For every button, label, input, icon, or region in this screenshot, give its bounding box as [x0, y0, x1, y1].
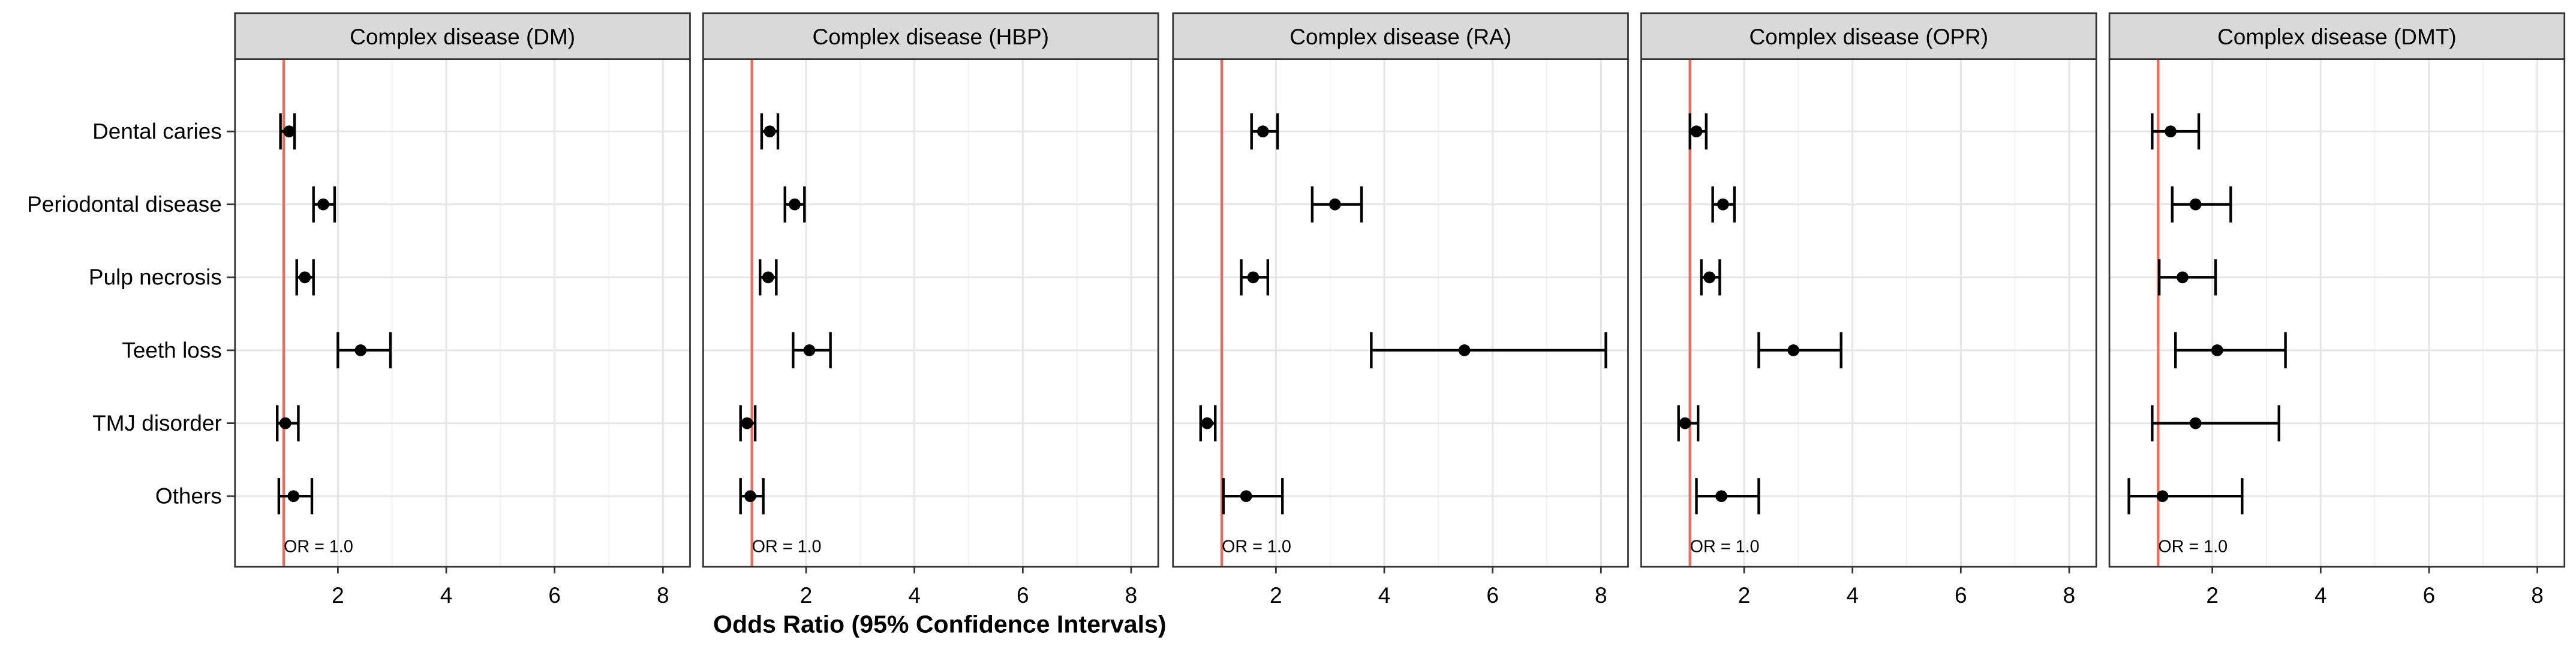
y-tick-label: Others [155, 484, 222, 509]
x-tick-label: 8 [657, 583, 669, 608]
x-tick-label: 2 [332, 583, 344, 608]
point [762, 271, 774, 284]
point [1690, 125, 1703, 137]
point [299, 271, 311, 284]
strip [234, 12, 691, 60]
x-tick-label: 4 [2315, 583, 2327, 608]
y-tick-label: Teeth loss [122, 338, 221, 362]
strip-title: Complex disease (HBP) [813, 25, 1049, 49]
point [1240, 490, 1252, 503]
point [789, 198, 801, 211]
reference-label: OR = 1.0 [2158, 537, 2228, 556]
point [803, 344, 816, 356]
reference-label: OR = 1.0 [284, 537, 353, 556]
y-tick-label: Dental caries [92, 119, 222, 143]
point [744, 490, 756, 503]
x-tick-label: 4 [440, 583, 453, 608]
panel-background [2109, 59, 2565, 567]
y-tick-label: Pulp necrosis [89, 265, 222, 290]
strip [1172, 12, 1629, 60]
x-tick-label: 6 [1017, 583, 1029, 608]
point [764, 125, 776, 137]
strip-title: Complex disease (RA) [1289, 25, 1511, 49]
panel-background [1173, 59, 1628, 567]
x-tick-label: 6 [2423, 583, 2436, 608]
reference-label: OR = 1.0 [1222, 537, 1291, 556]
y-tick-label: TMJ disorder [92, 411, 222, 435]
point [1703, 271, 1716, 284]
point [279, 417, 291, 429]
point [2177, 271, 2189, 284]
x-tick-label: 8 [2063, 583, 2076, 608]
strip-title: Complex disease (OPR) [1749, 25, 1988, 49]
point [2189, 198, 2202, 211]
x-tick-label: 8 [2531, 583, 2544, 608]
strip [1640, 12, 2097, 60]
reference-label: OR = 1.0 [1690, 537, 1760, 556]
point [1679, 417, 1691, 429]
point [1328, 198, 1341, 211]
point [2165, 125, 2177, 137]
point [2189, 417, 2202, 429]
x-tick-label: 4 [1378, 583, 1391, 608]
point [2211, 344, 2223, 356]
point [2156, 490, 2169, 503]
point [317, 198, 329, 211]
x-tick-label: 4 [908, 583, 921, 608]
point [1201, 417, 1213, 429]
point [1458, 344, 1471, 356]
panel-background [1641, 59, 2097, 567]
x-tick-label: 2 [1738, 583, 1751, 608]
point [1257, 125, 1269, 137]
x-tick-label: 2 [2206, 583, 2219, 608]
strip [2108, 12, 2566, 60]
x-tick-label: 2 [1270, 583, 1282, 608]
x-tick-label: 6 [1486, 583, 1499, 608]
point [1715, 490, 1727, 503]
y-tick-label: Periodontal disease [27, 192, 222, 217]
x-tick-label: 8 [1125, 583, 1138, 608]
point [1787, 344, 1800, 356]
x-axis-title: Odds Ratio (95% Confidence Intervals) [713, 611, 1167, 638]
reference-label: OR = 1.0 [752, 537, 822, 556]
x-tick-label: 6 [1955, 583, 1967, 608]
panel-background [235, 59, 690, 567]
strip-title: Complex disease (DMT) [2217, 25, 2457, 49]
point [287, 490, 300, 503]
point [283, 125, 295, 137]
strip-title: Complex disease (DM) [350, 25, 575, 49]
point [1717, 198, 1729, 211]
point [354, 344, 367, 356]
point [741, 417, 753, 429]
x-tick-label: 6 [548, 583, 561, 608]
x-tick-label: 2 [800, 583, 813, 608]
x-tick-label: 4 [1846, 583, 1859, 608]
strip [702, 12, 1159, 60]
point [1247, 271, 1260, 284]
x-tick-label: 8 [1595, 583, 1607, 608]
